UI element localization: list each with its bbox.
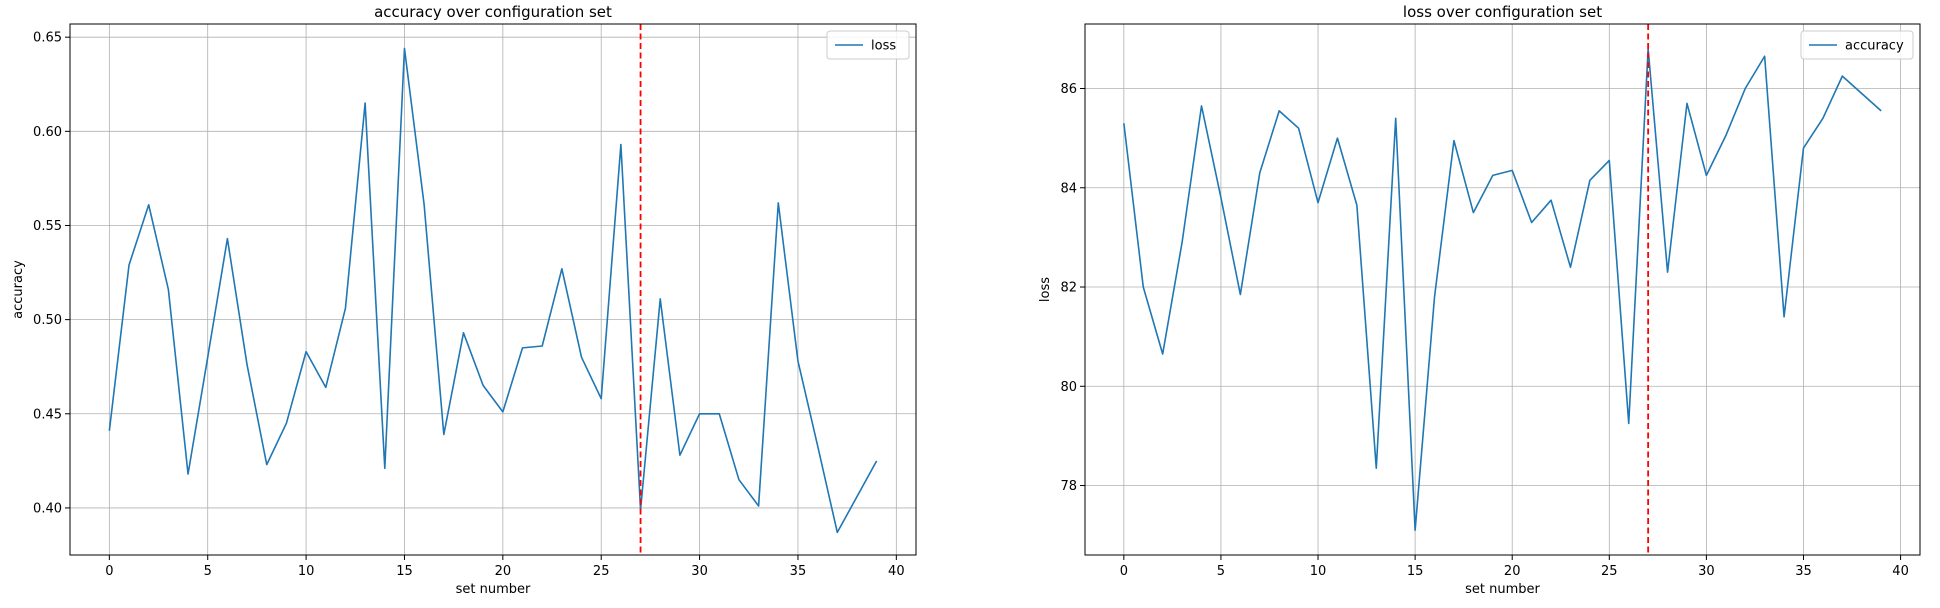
legend: loss	[826, 30, 910, 60]
x-tick-label: 20	[1504, 564, 1521, 579]
legend-label: accuracy	[1845, 39, 1904, 54]
y-tick-label: 0.55	[33, 219, 62, 234]
series-line-1	[108, 47, 878, 534]
y-tick-label: 82	[1060, 281, 1077, 296]
y-tick-label: 0.60	[33, 125, 62, 140]
x-tick-label: 10	[1310, 564, 1327, 579]
y-tick-label: 0.40	[33, 501, 62, 516]
y-tick-label: 0.50	[33, 313, 62, 328]
y-tick-label: 0.45	[33, 407, 62, 422]
y-tick-label: 86	[1060, 82, 1077, 97]
x-tick-label: 0	[105, 564, 113, 579]
y-tick-label: 78	[1060, 479, 1077, 494]
x-tick-label: 40	[1892, 564, 1909, 579]
chart-title: accuracy over configuration set	[374, 3, 612, 21]
y-tick-label: 80	[1060, 380, 1077, 395]
chart-title: loss over configuration set	[1403, 3, 1602, 21]
y-axis-label: loss	[1038, 277, 1053, 302]
y-axis-label: accuracy	[11, 260, 26, 319]
chart-panel-2: 0 5 10 15 20 25 30 35 40 78 80 82 84 86 loss over conf…	[1038, 3, 1921, 597]
legend-label: loss	[871, 39, 896, 54]
legend: accuracy	[1800, 30, 1914, 60]
x-tick-label: 40	[888, 564, 905, 579]
y-tick-label: 0.65	[33, 31, 62, 46]
axes-frame	[1084, 23, 1921, 556]
chart-panel-1: 0 5 10 15 20 25 30 35 40 0.40 0.45 0.50 0.55 0.60 0.65…	[11, 3, 917, 597]
x-tick-label: 30	[691, 564, 708, 579]
series-line-1	[1123, 48, 1882, 531]
x-tick-label: 20	[495, 564, 512, 579]
x-axis-label: set number	[456, 582, 531, 597]
x-tick-label: 30	[1698, 564, 1715, 579]
legend-box	[826, 30, 910, 60]
x-tick-label: 10	[298, 564, 315, 579]
x-axis-label: set number	[1465, 582, 1540, 597]
x-tick-label: 15	[1407, 564, 1424, 579]
x-tick-label: 35	[1795, 564, 1812, 579]
x-tick-label: 5	[204, 564, 212, 579]
x-tick-label: 0	[1120, 564, 1128, 579]
legend-box	[1800, 30, 1914, 60]
x-tick-label: 35	[790, 564, 807, 579]
x-tick-label: 15	[396, 564, 413, 579]
x-tick-label: 25	[593, 564, 610, 579]
x-tick-label: 25	[1601, 564, 1618, 579]
x-tick-label: 5	[1217, 564, 1225, 579]
y-tick-label: 84	[1060, 181, 1077, 196]
axes-frame	[69, 23, 917, 556]
